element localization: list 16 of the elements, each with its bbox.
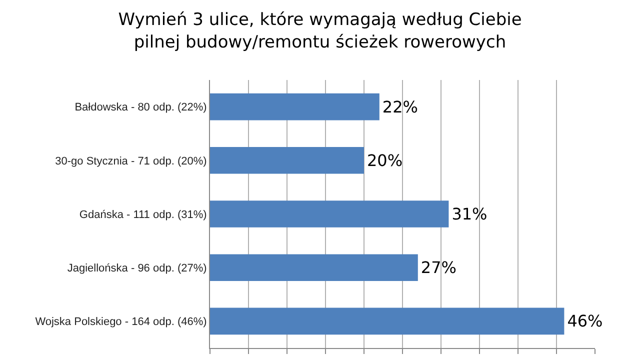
y-tick-label: Gdańska - 111 odp. (31%) bbox=[79, 208, 207, 221]
bar bbox=[210, 254, 418, 281]
bar bbox=[210, 200, 449, 228]
data-label: 31% bbox=[452, 204, 488, 224]
y-tick-label: 30-go Stycznia - 71 odp. (20%) bbox=[55, 155, 207, 168]
data-label: 46% bbox=[567, 312, 603, 331]
y-tick-label: Jagiellońska - 96 odp. (27%) bbox=[67, 262, 207, 274]
bar bbox=[210, 147, 364, 174]
bar bbox=[210, 308, 564, 335]
y-tick-label: Wojska Polskiego - 164 odp. (46%) bbox=[35, 316, 207, 328]
y-tick-label: Bałdowska - 80 odp. (22%) bbox=[74, 102, 207, 114]
bar bbox=[210, 93, 380, 120]
data-label: 22% bbox=[382, 97, 418, 116]
chart-title: Wymień 3 ulice, które wymagają według Ciebie pilnej budowy/remontu ścieżek rowerowych bbox=[118, 10, 522, 52]
data-label: 20% bbox=[367, 150, 403, 170]
data-label: 27% bbox=[420, 258, 456, 278]
